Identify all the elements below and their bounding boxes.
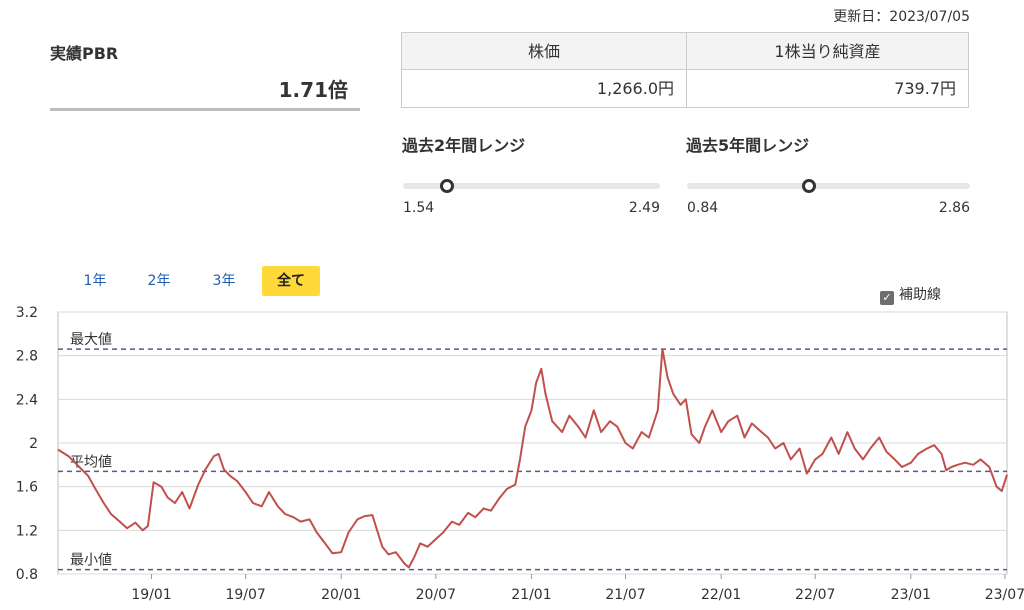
y-tick-label: 2	[29, 436, 38, 452]
tab-3-years[interactable]: 3年	[212, 273, 236, 289]
x-tick-label: 19/07	[225, 587, 265, 603]
range-2y-title: 過去2年間レンジ	[402, 136, 526, 155]
x-tick-label: 19/01	[131, 587, 171, 603]
pbr-series-line	[57, 348, 1008, 569]
pbr-summary: 実績PBR 1.71倍	[50, 40, 360, 111]
y-tick-label: 2.8	[16, 349, 38, 365]
x-tick-label: 22/07	[795, 587, 835, 603]
range-5y-title: 過去5年間レンジ	[686, 136, 810, 155]
tab-1-year[interactable]: 1年	[83, 273, 107, 289]
reference-line-label: 平均値	[70, 454, 112, 470]
range-2y-track	[403, 183, 660, 189]
bps-value: 739.7円	[894, 79, 956, 98]
stock-price-value: 1,266.0円	[596, 79, 674, 98]
tab-all[interactable]: 全て	[262, 266, 320, 296]
x-tick-label: 20/01	[321, 587, 361, 603]
y-tick-label: 2.4	[16, 392, 38, 408]
tab-2-years[interactable]: 2年	[147, 273, 171, 289]
x-tick-label: 23/07	[985, 587, 1024, 603]
range-5y-marker	[801, 179, 816, 193]
reference-line-label: 最大値	[70, 332, 112, 348]
updated-date: 更新日：2023/07/05	[833, 9, 970, 25]
x-tick-label: 23/01	[891, 587, 931, 603]
price-table: 株価 1株当り純資産 1,266.0円 739.7円	[401, 32, 969, 108]
pbr-label: 実績PBR	[50, 44, 119, 63]
x-tick-label: 21/01	[511, 587, 551, 603]
x-tick-label: 21/07	[605, 587, 645, 603]
stock-price-header: 株価	[402, 33, 686, 70]
guide-lines-label: 補助線	[899, 287, 941, 303]
y-tick-label: 0.8	[16, 567, 38, 583]
table-divider	[686, 33, 687, 107]
y-tick-label: 1.6	[16, 480, 38, 496]
y-tick-label: 1.2	[16, 523, 38, 539]
checkbox-checked-icon[interactable]: ✓	[880, 291, 894, 305]
range-2y-max: 2.49	[628, 200, 660, 216]
range-5y-max: 2.86	[938, 200, 970, 216]
x-tick-label: 20/07	[416, 587, 456, 603]
x-tick-label: 22/01	[701, 587, 741, 603]
range-2y-marker	[439, 179, 454, 193]
bps-header: 1株当り純資産	[687, 33, 968, 70]
range-2y-min: 1.54	[403, 200, 435, 216]
y-tick-label: 3.2	[16, 305, 38, 321]
range-5y-min: 0.84	[687, 200, 719, 216]
pbr-value: 1.71倍	[278, 78, 348, 102]
reference-line-label: 最小値	[70, 553, 112, 569]
range-5y-track	[687, 183, 970, 189]
guide-lines-toggle[interactable]: ✓ 補助線	[880, 284, 941, 305]
